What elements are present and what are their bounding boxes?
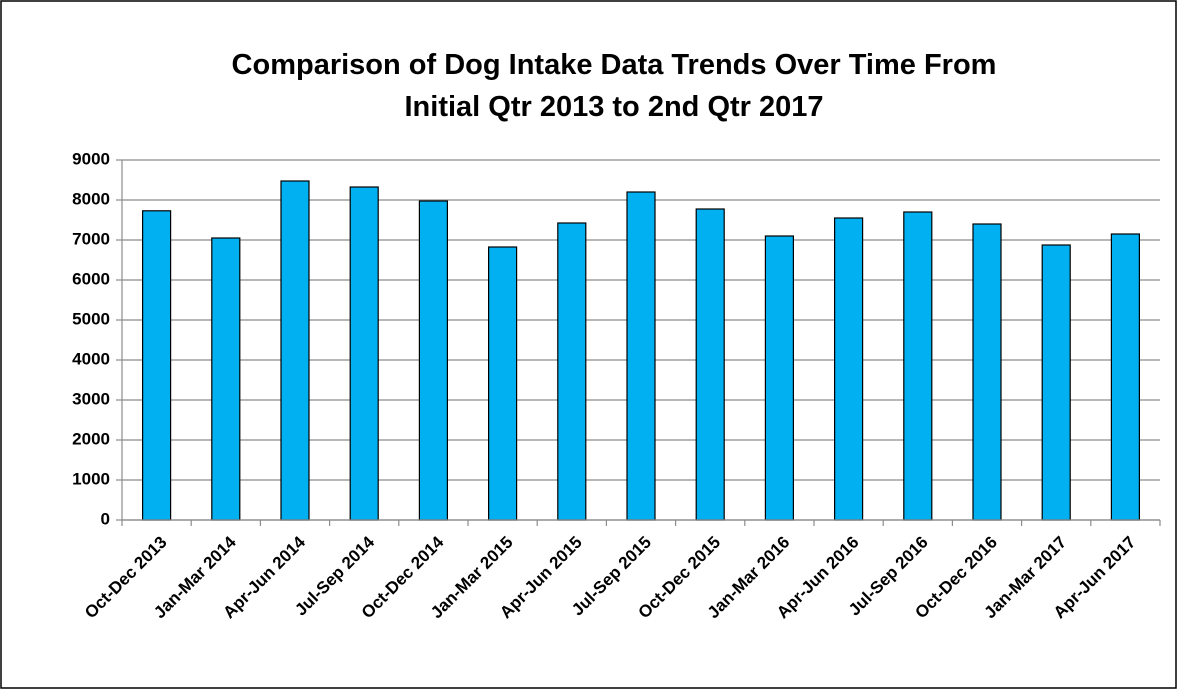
bar: [488, 246, 518, 521]
bar: [695, 208, 725, 521]
y-tick-label: 4000: [72, 349, 110, 368]
y-tick-label: 6000: [72, 269, 110, 288]
bar: [557, 222, 587, 521]
y-tick-label: 1000: [72, 469, 110, 488]
bar: [418, 200, 448, 521]
bar: [1041, 244, 1071, 521]
y-tick-label: 2000: [72, 429, 110, 448]
bar: [211, 237, 241, 521]
y-tick-label: 3000: [72, 389, 110, 408]
bar: [833, 217, 864, 521]
bar: [142, 210, 172, 521]
bar: [764, 235, 795, 521]
y-tick-label: 8000: [72, 189, 110, 208]
y-tick-label: 9000: [72, 149, 110, 168]
y-tick-label: 7000: [72, 229, 110, 248]
y-tick-label: 0: [101, 509, 110, 528]
bar: [280, 180, 310, 521]
bar: [1110, 233, 1141, 521]
y-tick-label: 5000: [72, 309, 110, 328]
bar: [972, 223, 1002, 521]
bar: [626, 191, 656, 521]
bar: [349, 186, 379, 521]
chart-title: Comparison of Dog Intake Data Trends Ove…: [232, 49, 997, 81]
bar: [903, 211, 933, 521]
chart-title: Initial Qtr 2013 to 2nd Qtr 2017: [404, 91, 823, 123]
